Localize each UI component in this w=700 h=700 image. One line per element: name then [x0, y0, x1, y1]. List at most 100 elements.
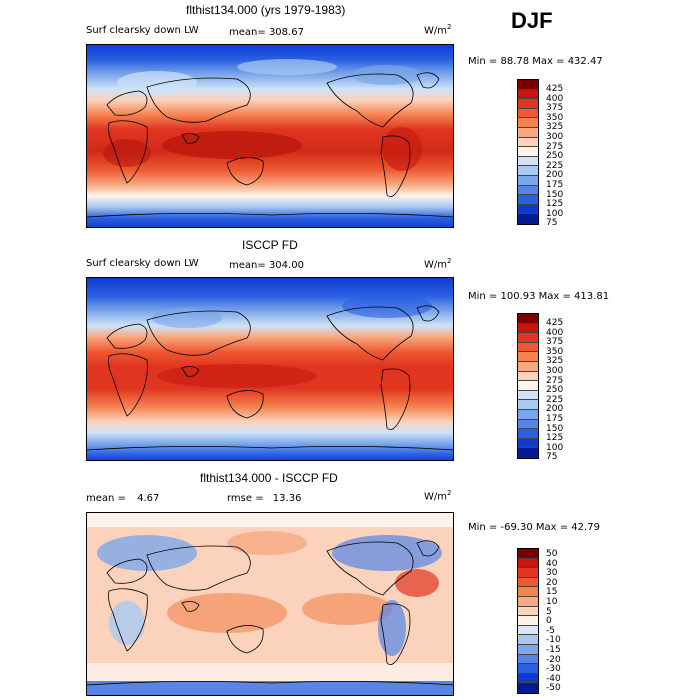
- cbar-tick-label: -5: [546, 625, 555, 636]
- panel2-cbar-swatch: [518, 448, 538, 458]
- cbar-tick-label: 175: [546, 414, 564, 424]
- panel1-cbar-swatch: [518, 185, 538, 196]
- panel1-mean-label: mean=: [229, 27, 266, 38]
- panel2-cbar-swatch: [518, 381, 538, 391]
- cbar-tick-label: -30: [546, 664, 561, 675]
- panel1-cbar-swatch: [518, 175, 538, 186]
- panel3-coastlines: [87, 540, 453, 686]
- panel2-cbar-swatch: [518, 361, 538, 372]
- cbar-tick-label: 325: [546, 356, 564, 367]
- panel3-cbar-swatch: [518, 577, 538, 588]
- cbar-tick-label: 20: [546, 577, 558, 588]
- panel1-cbar-swatch: [518, 80, 538, 90]
- cbar-tick-label: 425: [546, 84, 564, 94]
- panel2-cbar-swatch: [518, 438, 538, 449]
- panel3-mean-label: mean =: [86, 493, 126, 504]
- cbar-tick-label: 300: [546, 366, 564, 376]
- panel2-cbar-swatch: [518, 390, 538, 401]
- cbar-tick-label: 300: [546, 132, 564, 142]
- cbar-tick-label: 250: [546, 385, 564, 396]
- cbar-tick-label: 30: [546, 568, 558, 579]
- panel2-cbar-swatch: [518, 371, 538, 382]
- cbar-tick-label: 325: [546, 122, 564, 133]
- panel1-min-max: Min = 88.78 Max = 432.47: [468, 56, 603, 67]
- panel1-cbar-swatch: [518, 195, 538, 205]
- cbar-tick-label: -15: [546, 645, 561, 655]
- panel1-variable: Surf clearsky down LW: [86, 25, 199, 36]
- cbar-tick-label: 125: [546, 433, 564, 444]
- panel1-units: W/m2: [424, 23, 452, 37]
- panel3-cbar-swatch: [518, 683, 538, 693]
- panel2-cbar-swatch: [518, 314, 538, 324]
- panel1-cbar-swatch: [518, 214, 538, 224]
- panel3-rmse-value: 13.36: [272, 493, 302, 504]
- cbar-tick-label: 425: [546, 318, 564, 328]
- panel3-cbar-swatch: [518, 549, 538, 559]
- panel3-min-max: Min = -69.30 Max = 42.79: [468, 522, 600, 533]
- panel1-mean-value: 308.67: [268, 27, 304, 38]
- cbar-tick-label: -50: [546, 683, 561, 694]
- panel2-units: W/m2: [424, 257, 452, 271]
- panel1-mean: mean= 308.67: [229, 27, 304, 38]
- panel2-mean: mean= 304.00: [229, 260, 304, 271]
- panel3-cbar-swatch: [518, 558, 538, 569]
- panel3-units: W/m2: [424, 489, 452, 503]
- cbar-tick-label: 375: [546, 337, 564, 348]
- panel3-cbar-swatch: [518, 568, 538, 578]
- cbar-tick-label: 150: [546, 423, 564, 434]
- panel3-cbar-swatch: [518, 616, 538, 626]
- cbar-tick-label: 225: [546, 394, 564, 405]
- cbar-tick-label: -10: [546, 635, 561, 646]
- panel1-colorbar: [517, 79, 539, 225]
- cbar-tick-label: 375: [546, 103, 564, 114]
- panel1-cbar-swatch: [518, 89, 538, 100]
- cbar-tick-label: 200: [546, 170, 564, 181]
- cbar-tick-label: 10: [546, 597, 558, 607]
- cbar-tick-label: 0: [546, 616, 552, 627]
- panel2-title: ISCCP FD: [242, 238, 298, 252]
- cbar-tick-label: 400: [546, 93, 564, 104]
- panel3-rmse: rmse = 13.36: [227, 493, 301, 504]
- panel1-cbar-swatch: [518, 118, 538, 128]
- panel1-cbar-swatch: [518, 137, 538, 148]
- panel3-map: [86, 512, 454, 696]
- cbar-tick-label: 200: [546, 404, 564, 415]
- cbar-tick-label: 15: [546, 587, 558, 598]
- panel3-cbar-swatch: [518, 625, 538, 636]
- cbar-tick-label: 50: [546, 549, 558, 559]
- cbar-tick-label: 350: [546, 112, 564, 123]
- panel3-title: flthist134.000 - ISCCP FD: [200, 471, 338, 485]
- panel2-mean-label: mean=: [229, 260, 266, 271]
- panel1-cbar-swatch: [518, 147, 538, 157]
- panel2-cbar-swatch: [518, 333, 538, 343]
- panel1-cbar-swatch: [518, 156, 538, 167]
- cbar-tick-label: 100: [546, 208, 564, 219]
- panel2-min-max: Min = 100.93 Max = 413.81: [468, 291, 610, 302]
- cbar-tick-label: 275: [546, 375, 564, 386]
- panel2-variable: Surf clearsky down LW: [86, 258, 199, 269]
- cbar-tick-label: 125: [546, 199, 564, 210]
- panel2-cbar-swatch: [518, 419, 538, 430]
- panel3-mean-value: 4.67: [137, 493, 160, 504]
- cbar-tick-label: 5: [546, 606, 552, 617]
- panel2-map: [86, 277, 454, 461]
- cbar-tick-label: 150: [546, 189, 564, 200]
- panel2-cbar-swatch: [518, 409, 538, 420]
- season-label: DJF: [511, 8, 553, 33]
- cbar-tick-label: 400: [546, 327, 564, 338]
- panel3-cbar-swatch: [518, 644, 538, 655]
- panel2-mean-value: 304.00: [268, 260, 304, 271]
- cbar-tick-label: 275: [546, 141, 564, 152]
- panel1-cbar-swatch: [518, 204, 538, 215]
- panel2-cbar-swatch: [518, 400, 538, 410]
- cbar-tick-label: 175: [546, 180, 564, 190]
- panel1-cbar-swatch: [518, 108, 538, 119]
- panel2-cbar-swatch: [518, 342, 538, 353]
- panel3-cbar-swatch: [518, 635, 538, 645]
- cbar-tick-label: 350: [546, 346, 564, 357]
- panel3-rmse-label: rmse =: [227, 493, 264, 504]
- panel2-cbar-swatch: [518, 429, 538, 439]
- panel3-cbar-swatch: [518, 606, 538, 617]
- panel1-cbar-swatch: [518, 99, 538, 109]
- panel3-cbar-swatch: [518, 654, 538, 665]
